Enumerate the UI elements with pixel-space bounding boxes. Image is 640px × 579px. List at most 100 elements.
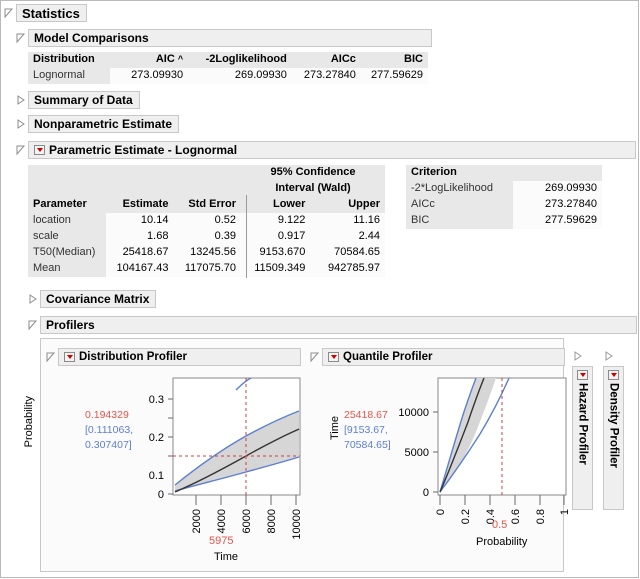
cell-criterion: AICc xyxy=(406,197,513,213)
svg-text:6000: 6000 xyxy=(241,509,253,533)
quantile-profiler-chart[interactable]: 10000 5000 0 0 0.2 0.4 0.6 0.8 1 xyxy=(310,372,568,568)
cell-upper: 11.16 xyxy=(310,213,385,229)
cell-aic: 273.09930 xyxy=(109,68,189,84)
table-group-header-row: 95% Confidence xyxy=(28,165,385,181)
red-triangle-menu-icon[interactable] xyxy=(64,352,75,362)
disclosure-statistics[interactable]: Statistics xyxy=(4,4,87,22)
distribution-profiler-value[interactable]: 0.194329 xyxy=(85,409,129,421)
section-title-nonparametric-estimate[interactable]: Nonparametric Estimate xyxy=(28,115,180,133)
col-distribution[interactable]: Distribution xyxy=(28,52,110,68)
group-blank-3 xyxy=(173,165,242,181)
cell-parameter: location xyxy=(28,213,107,229)
col-aicc[interactable]: AICc xyxy=(291,52,361,68)
triangle-open-icon[interactable] xyxy=(16,145,25,156)
triangle-closed-icon-density[interactable] xyxy=(604,351,613,362)
cell-aicc: 273.27840 xyxy=(291,68,361,84)
group-blank-6 xyxy=(173,181,242,197)
svg-text:10000: 10000 xyxy=(398,407,429,419)
cell-distribution: Lognormal xyxy=(28,68,110,84)
criterion-table: Criterion -2*LogLikelihood 269.09930 AIC… xyxy=(406,165,602,229)
svg-text:0: 0 xyxy=(435,509,447,515)
distribution-profiler-chart[interactable]: 0.3 0.2 0.1 0 2000 4000 6000 8000 10000 xyxy=(46,372,308,568)
hazard-profiler-label: Hazard Profiler xyxy=(576,383,589,465)
disclosure-covariance-matrix[interactable]: Covariance Matrix xyxy=(28,290,157,308)
section-title-distribution-profiler[interactable]: Distribution Profiler xyxy=(58,348,301,366)
col-std-error[interactable]: Std Error xyxy=(173,197,242,213)
section-title-quantile-profiler[interactable]: Quantile Profiler xyxy=(322,348,565,366)
section-title-statistics[interactable]: Statistics xyxy=(16,4,87,22)
triangle-closed-icon[interactable] xyxy=(16,94,25,106)
quantile-profiler-x-value[interactable]: 0.5 xyxy=(492,519,508,531)
svg-text:2000: 2000 xyxy=(191,509,203,533)
triangle-open-icon[interactable] xyxy=(46,352,55,363)
disclosure-parametric-estimate[interactable]: Parametric Estimate - Lognormal xyxy=(16,141,636,159)
cell-upper: 70584.65 xyxy=(310,245,385,261)
quantile-profiler-value[interactable]: 25418.67 xyxy=(344,409,388,421)
group-header-interval-wald: Interval (Wald) xyxy=(241,181,385,197)
table-row[interactable]: location 10.14 0.52 9.122 11.16 xyxy=(28,213,385,229)
table-row[interactable]: T50(Median) 25418.67 13245.56 9153.670 7… xyxy=(28,245,385,261)
triangle-closed-icon[interactable] xyxy=(28,293,37,305)
red-triangle-menu-icon[interactable] xyxy=(328,352,339,362)
col-criterion[interactable]: Criterion xyxy=(406,165,513,181)
svg-text:0.3: 0.3 xyxy=(149,394,164,406)
col-upper[interactable]: Upper xyxy=(310,197,385,213)
svg-text:0: 0 xyxy=(158,489,164,501)
table-header-row: Criterion xyxy=(406,165,602,181)
section-title-covariance-matrix[interactable]: Covariance Matrix xyxy=(40,290,157,308)
disclosure-distribution-profiler[interactable]: Distribution Profiler xyxy=(46,348,301,366)
triangle-open-icon[interactable] xyxy=(28,320,37,331)
cell-criterion: -2*LogLikelihood xyxy=(406,181,513,197)
table-row[interactable]: -2*LogLikelihood 269.09930 xyxy=(406,181,602,197)
triangle-open-icon[interactable] xyxy=(16,33,25,44)
panel-hazard-profiler[interactable]: Hazard Profiler xyxy=(572,366,593,510)
section-title-parametric-estimate[interactable]: Parametric Estimate - Lognormal xyxy=(28,141,636,159)
col-bic[interactable]: BIC xyxy=(360,52,428,68)
red-triangle-menu-icon[interactable] xyxy=(577,370,588,380)
section-title-summary-of-data[interactable]: Summary of Data xyxy=(28,91,140,109)
svg-text:0.6: 0.6 xyxy=(510,509,522,524)
col-aic[interactable]: AIC ^ xyxy=(109,52,189,68)
distribution-profiler-ci-lower: [0.111063, xyxy=(85,424,134,436)
col-neg2loglikelihood[interactable]: -2Loglikelihood xyxy=(188,52,292,68)
cell-estimate: 25418.67 xyxy=(106,245,174,261)
section-title-profilers[interactable]: Profilers xyxy=(40,316,637,334)
quantile-profiler-ci-lower: [9153.67, xyxy=(344,424,388,436)
disclosure-nonparametric-estimate[interactable]: Nonparametric Estimate xyxy=(16,115,180,133)
panel-density-profiler[interactable]: Density Profiler xyxy=(603,366,624,510)
svg-text:0: 0 xyxy=(423,487,429,499)
table-row[interactable]: Mean 104167.43 117075.70 11509.349 94278… xyxy=(28,261,385,277)
disclosure-summary-of-data[interactable]: Summary of Data xyxy=(16,91,140,109)
cell-std-error: 117075.70 xyxy=(173,261,242,277)
triangle-open-icon[interactable] xyxy=(310,352,319,363)
disclosure-profilers[interactable]: Profilers xyxy=(28,316,637,334)
cell-criterion-value: 277.59629 xyxy=(512,213,602,229)
red-triangle-menu-icon[interactable] xyxy=(34,145,45,155)
table-row[interactable]: BIC 277.59629 xyxy=(406,213,602,229)
svg-text:5000: 5000 xyxy=(405,447,429,459)
triangle-open-icon[interactable] xyxy=(4,8,13,19)
quantile-profiler-xlabel: Probability xyxy=(476,536,528,548)
triangle-closed-icon[interactable] xyxy=(16,118,25,130)
group-blank-1 xyxy=(28,165,107,181)
cell-upper: 2.44 xyxy=(310,229,385,245)
col-criterion-value[interactable] xyxy=(512,165,602,181)
svg-text:0.4: 0.4 xyxy=(485,509,497,524)
svg-text:0.8: 0.8 xyxy=(535,509,547,524)
col-parameter[interactable]: Parameter xyxy=(28,197,107,213)
table-row[interactable]: scale 1.68 0.39 0.917 2.44 xyxy=(28,229,385,245)
triangle-closed-icon-hazard[interactable] xyxy=(573,351,582,362)
col-estimate[interactable]: Estimate xyxy=(106,197,174,213)
cell-estimate: 104167.43 xyxy=(106,261,174,277)
table-header-row: Distribution AIC ^ -2Loglikelihood AICc … xyxy=(28,52,428,68)
table-row[interactable]: Lognormal 273.09930 269.09930 273.27840 … xyxy=(28,68,428,84)
cell-std-error: 0.39 xyxy=(173,229,242,245)
table-row[interactable]: AICc 273.27840 xyxy=(406,197,602,213)
distribution-profiler-x-value[interactable]: 5975 xyxy=(209,535,234,547)
disclosure-model-comparisons[interactable]: Model Comparisons xyxy=(16,29,432,47)
cell-parameter: T50(Median) xyxy=(28,245,107,261)
red-triangle-menu-icon[interactable] xyxy=(608,370,619,380)
disclosure-quantile-profiler[interactable]: Quantile Profiler xyxy=(310,348,565,366)
col-lower[interactable]: Lower xyxy=(241,197,311,213)
section-title-model-comparisons[interactable]: Model Comparisons xyxy=(28,29,432,47)
